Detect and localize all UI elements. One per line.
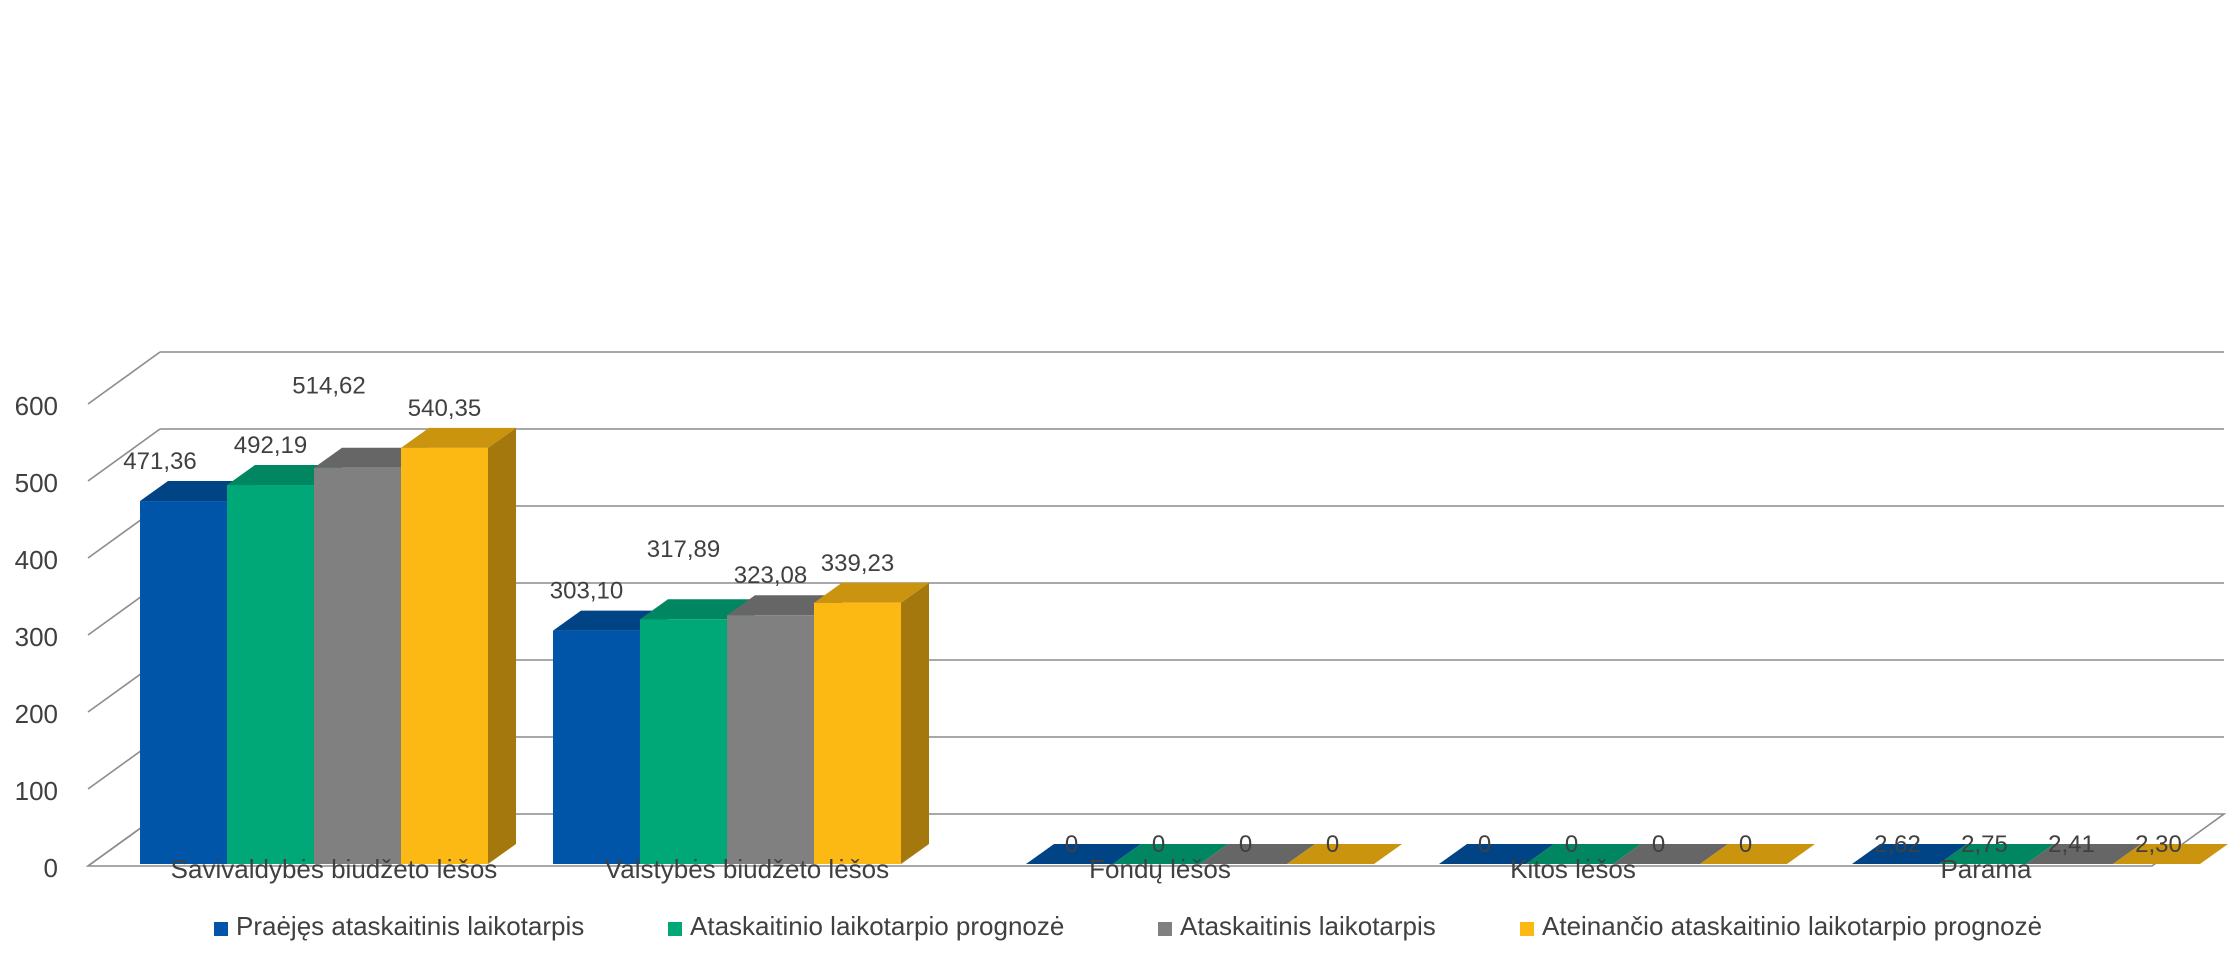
gridline-side	[87, 428, 161, 482]
data-label: 0	[1478, 831, 1491, 858]
category-label: Fondų lėšos	[1089, 854, 1231, 884]
legend-label: Ataskaitinis laikotarpis	[1180, 911, 1436, 941]
data-label: 323,08	[734, 562, 807, 589]
bar-top	[1700, 844, 1815, 864]
data-label: 471,36	[123, 448, 196, 475]
data-label: 2,62	[1874, 831, 1921, 858]
bar-top	[1939, 844, 2054, 864]
data-label: 0	[1239, 831, 1252, 858]
data-label: 0	[1739, 831, 1752, 858]
bar-top	[314, 447, 429, 468]
bar	[1939, 844, 2054, 864]
bar-top	[227, 465, 342, 486]
bar-front	[640, 619, 727, 864]
bar-top	[1113, 844, 1228, 864]
category-label: Valstybės biudžeto lėšos	[605, 854, 889, 884]
bar	[1526, 844, 1641, 864]
data-label: 2,41	[2048, 831, 2095, 858]
bar-top	[2113, 844, 2228, 864]
data-label: 303,10	[550, 578, 623, 605]
floor	[85, 813, 2227, 867]
data-label: 0	[1326, 831, 1339, 858]
legend-label: Ataskaitinio laikotarpio prognozė	[690, 911, 1064, 941]
bar	[814, 582, 929, 864]
bar-front	[401, 447, 488, 864]
category-label: Savivaldybės biudžeto lėšos	[171, 854, 498, 884]
bar-front	[140, 501, 227, 864]
bar	[2113, 844, 2228, 864]
bar-top	[1026, 844, 1141, 864]
bar-top	[727, 595, 842, 616]
y-tick-label: 300	[15, 622, 58, 652]
data-label: 514,62	[292, 373, 365, 400]
data-label: 0	[1565, 831, 1578, 858]
bar-side	[901, 582, 929, 864]
data-label: 2,75	[1961, 831, 2008, 858]
data-label: 0	[1065, 831, 1078, 858]
data-label: 0	[1652, 831, 1665, 858]
bar-top	[1200, 844, 1315, 864]
y-axis: 0 100 200 300 400 500 600	[15, 391, 58, 883]
bar-top	[401, 427, 516, 448]
data-label: 2,30	[2135, 831, 2182, 858]
legend: Praėjęs ataskaitinis laikotarpis Ataskait…	[214, 911, 2042, 941]
data-label: 317,89	[647, 536, 720, 563]
bar-top	[814, 582, 929, 603]
x-axis-categories: Savivaldybės biudžeto lėšos Valstybės biu…	[171, 854, 2032, 884]
bar	[1439, 844, 1554, 864]
data-label: 0	[1152, 831, 1165, 858]
bar-top	[140, 481, 255, 502]
bar-top	[1526, 844, 1641, 864]
data-labels: 471,36 492,19 514,62 540,35 303,10 317,89 323,…	[123, 373, 2182, 858]
bar	[1613, 844, 1728, 864]
data-label: 339,23	[821, 550, 894, 577]
y-tick-label: 600	[15, 391, 58, 421]
bar	[401, 427, 516, 864]
bar-top	[2026, 844, 2141, 864]
legend-label: Praėjęs ataskaitinis laikotarpis	[236, 911, 584, 941]
category-label: Kitos lėšos	[1510, 854, 1636, 884]
bar	[1700, 844, 1815, 864]
data-label: 540,35	[408, 395, 481, 422]
bar	[1200, 844, 1315, 864]
legend-swatch	[668, 922, 682, 936]
y-tick-label: 100	[15, 776, 58, 806]
bar-top	[640, 599, 755, 620]
bar-top	[553, 610, 668, 631]
bar-top	[1613, 844, 1728, 864]
legend-swatch	[214, 922, 228, 936]
bar	[1287, 844, 1402, 864]
bar	[1113, 844, 1228, 864]
bar-top	[1287, 844, 1402, 864]
legend-label: Ateinančio ataskaitinio laikotarpio prog…	[1542, 911, 2042, 941]
bar-front	[727, 615, 814, 864]
y-tick-label: 500	[15, 468, 58, 498]
bar-top	[1852, 844, 1967, 864]
gridline-side	[87, 351, 161, 405]
bar-front	[814, 602, 901, 864]
bar	[2026, 844, 2141, 864]
legend-swatch	[1520, 922, 1534, 936]
y-tick-label: 400	[15, 545, 58, 575]
data-label: 492,19	[234, 432, 307, 459]
bar-front	[314, 467, 401, 864]
bars	[140, 427, 2228, 864]
bar-top	[1439, 844, 1554, 864]
category-label: Parama	[1940, 854, 2032, 884]
legend-swatch	[1158, 922, 1172, 936]
bar-side	[488, 427, 516, 864]
y-tick-label: 200	[15, 699, 58, 729]
bar	[1852, 844, 1967, 864]
bar-front	[553, 630, 640, 864]
bar	[1026, 844, 1141, 864]
bar-front	[227, 485, 314, 864]
y-tick-label: 0	[44, 853, 58, 883]
